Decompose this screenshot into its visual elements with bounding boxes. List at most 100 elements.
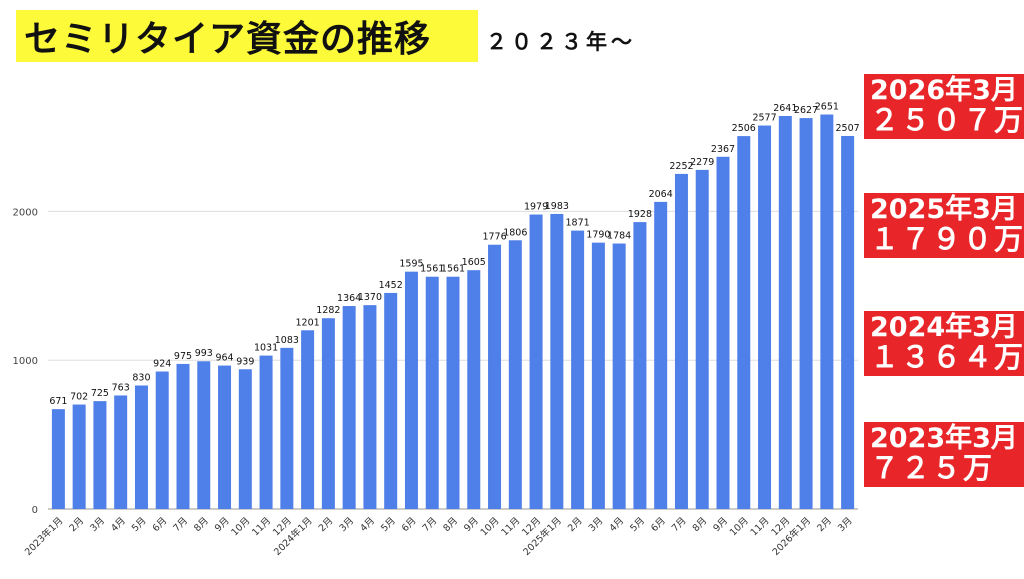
data-label: 2641 (773, 103, 797, 114)
badge-date: 2024年3月 (870, 312, 1018, 343)
bar (342, 306, 356, 509)
bar (321, 318, 335, 509)
badge-date: 2023年3月 (870, 423, 1018, 454)
x-tick-label: 2023年1月 (22, 515, 65, 558)
bar (778, 116, 792, 510)
x-tick-label: 2月 (317, 515, 336, 534)
bar (218, 365, 232, 509)
x-tick-label: 5月 (379, 515, 398, 534)
x-tick-label: 3月 (88, 515, 107, 534)
x-tick-label: 4月 (358, 515, 377, 534)
x-tick-label: 10月 (229, 515, 252, 538)
data-label: 1871 (566, 218, 590, 229)
data-label: 2627 (794, 105, 818, 116)
x-tick-label: 2月 (68, 515, 87, 534)
bar (155, 371, 169, 509)
bar (716, 156, 730, 509)
y-tick-label: 1000 (13, 356, 38, 367)
x-tick-label: 3月 (587, 515, 606, 534)
badge-amount: １３６４万 (870, 340, 1024, 375)
data-label: 939 (236, 356, 254, 367)
bar (425, 276, 439, 509)
x-tick-label: 8月 (441, 515, 460, 534)
badge-amount: ２５０７万 (870, 103, 1024, 138)
bar (404, 271, 418, 509)
data-label: 1370 (358, 292, 382, 303)
x-tick-label: 11月 (749, 515, 772, 538)
bar (72, 404, 86, 509)
data-label: 671 (49, 396, 67, 407)
data-label: 2279 (690, 157, 714, 168)
data-label: 1201 (296, 317, 320, 328)
bar (550, 213, 564, 509)
bar (841, 135, 855, 509)
badge-2023-march: 2023年3月 ７２５万 (864, 422, 1024, 488)
title-banner: セミリタイア資金の推移 (16, 10, 478, 62)
bar (633, 222, 647, 510)
data-label: 1605 (462, 257, 486, 268)
bar (488, 244, 502, 509)
bar (591, 242, 605, 509)
bar (134, 385, 148, 509)
page-subtitle: ２０２３年〜 (486, 30, 636, 54)
bar (238, 369, 252, 509)
badge-2026-march: 2026年3月 ２５０７万 (864, 74, 1024, 140)
data-label: 725 (91, 388, 109, 399)
data-label: 1790 (586, 230, 610, 241)
data-label: 1806 (503, 227, 527, 238)
badge-amount: ７２５万 (870, 451, 995, 486)
bar (758, 125, 772, 510)
badge-2025-march: 2025年3月 １７９０万 (864, 193, 1024, 259)
bar (695, 169, 709, 509)
x-tick-label: 11月 (499, 515, 522, 538)
bar (737, 136, 751, 510)
x-tick-label: 6月 (151, 515, 170, 534)
data-label: 2367 (711, 144, 735, 155)
bar (799, 118, 813, 509)
badge-date: 2026年3月 (870, 75, 1018, 106)
bar (93, 401, 107, 509)
bar (363, 305, 377, 509)
x-tick-label: 11月 (250, 515, 273, 538)
data-label: 1364 (337, 293, 361, 304)
x-tick-label: 7月 (421, 515, 440, 534)
bar (51, 409, 65, 509)
bar (384, 292, 398, 509)
data-label: 1561 (441, 264, 465, 275)
bar (301, 330, 315, 509)
bar (467, 270, 481, 509)
x-tick-label: 2月 (815, 515, 834, 534)
data-label: 1031 (254, 343, 278, 354)
data-label: 1784 (607, 231, 631, 242)
x-tick-label: 6月 (649, 515, 668, 534)
data-label: 2506 (732, 123, 756, 134)
bar (820, 114, 834, 510)
x-tick-label: 7月 (670, 515, 689, 534)
data-label: 2507 (836, 123, 860, 134)
data-label: 993 (195, 348, 213, 359)
data-label: 1083 (275, 335, 299, 346)
data-label: 1776 (482, 232, 506, 243)
x-tick-label: 5月 (130, 515, 149, 534)
y-tick-label: 2000 (13, 207, 38, 218)
x-tick-label: 3月 (338, 515, 357, 534)
x-tick-label: 8月 (192, 515, 211, 534)
data-label: 1595 (399, 259, 423, 270)
x-tick-label: 3月 (836, 515, 855, 534)
bar (176, 363, 190, 509)
data-label: 1561 (420, 264, 444, 275)
bar (654, 201, 668, 509)
data-label: 1983 (545, 201, 569, 212)
data-label: 964 (215, 353, 233, 364)
x-tick-label: 10月 (728, 515, 751, 538)
badge-amount: １７９０万 (870, 222, 1024, 257)
data-label: 2252 (669, 161, 693, 172)
x-tick-label: 10月 (479, 515, 502, 538)
x-tick-label: 8月 (691, 515, 710, 534)
data-label: 2064 (649, 189, 673, 200)
data-label: 1928 (628, 209, 652, 220)
data-label: 975 (174, 351, 192, 362)
x-tick-label: 7月 (171, 515, 190, 534)
bar (446, 276, 460, 509)
